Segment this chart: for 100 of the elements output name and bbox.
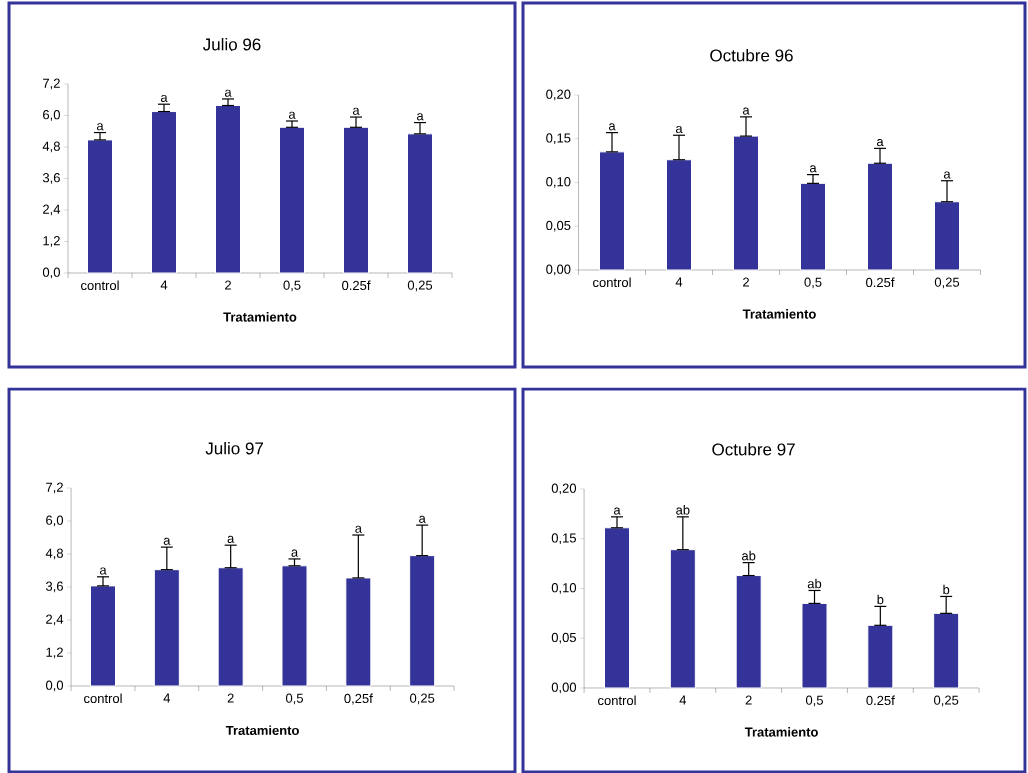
x-tick-label: 0,5 bbox=[805, 695, 823, 707]
x-tick-label: 2 bbox=[227, 693, 234, 703]
y-tick-label: 0,05 bbox=[546, 220, 571, 232]
chart-title: Octubre 97 bbox=[712, 442, 795, 456]
y-tick-label: 4,8 bbox=[45, 548, 63, 560]
bar bbox=[409, 555, 436, 687]
bar bbox=[281, 565, 308, 687]
y-tick-label: 2,4 bbox=[43, 204, 61, 216]
bar bbox=[217, 567, 244, 687]
annotation: a bbox=[742, 107, 750, 115]
x-tick-label: 4 bbox=[675, 277, 683, 287]
annotation: b bbox=[877, 594, 884, 605]
annotation: a bbox=[419, 515, 426, 523]
bar bbox=[151, 111, 178, 274]
x-axis-title: Tratamiento bbox=[225, 725, 299, 735]
y-tick-label: 7,2 bbox=[43, 78, 60, 90]
y-tick-label: 6,0 bbox=[46, 515, 64, 527]
bar bbox=[801, 602, 828, 689]
x-tick-label: 2 bbox=[225, 280, 231, 290]
x-tick-label: 0,5 bbox=[283, 280, 301, 292]
annotation: a bbox=[288, 111, 296, 119]
x-tick-label: 4 bbox=[160, 280, 168, 290]
y-tick-label: 0,0 bbox=[42, 267, 60, 279]
x-tick-label: control bbox=[593, 277, 631, 288]
y-tick-label: 1,2 bbox=[43, 236, 60, 247]
annotation: a bbox=[163, 537, 171, 545]
x-tick-label: 4 bbox=[679, 695, 687, 705]
annotation: a bbox=[608, 123, 616, 131]
y-tick-label: 0,00 bbox=[551, 682, 577, 694]
annotation: a bbox=[224, 89, 232, 97]
x-tick-label: 2 bbox=[743, 277, 749, 287]
x-tick-label: 0.25f bbox=[342, 280, 371, 291]
annotation: a bbox=[96, 123, 104, 131]
chart-title: Julio 97 bbox=[205, 441, 263, 455]
annotation: a bbox=[160, 94, 168, 102]
bar bbox=[669, 549, 696, 689]
x-tick-label: 0,25 bbox=[934, 277, 960, 289]
x-tick-label: 0.25f bbox=[866, 277, 895, 288]
annotation: a bbox=[416, 113, 424, 121]
bar bbox=[666, 159, 693, 271]
y-tick-label: 0,20 bbox=[551, 483, 577, 495]
y-tick-label: 1,2 bbox=[46, 647, 63, 659]
x-tick-label: 0,5 bbox=[804, 277, 822, 289]
bar bbox=[604, 527, 631, 689]
bar bbox=[215, 105, 242, 274]
bar bbox=[867, 624, 894, 689]
bar bbox=[153, 569, 180, 687]
annotation: ab bbox=[807, 578, 822, 589]
annotation: a bbox=[227, 535, 235, 543]
x-tick-label: 0,5 bbox=[285, 693, 303, 705]
x-axis-title: Tratamiento bbox=[742, 309, 816, 319]
bar bbox=[867, 162, 893, 271]
bar bbox=[735, 575, 762, 689]
annotation: a bbox=[876, 139, 884, 147]
annotation: a bbox=[675, 125, 683, 134]
y-tick-label: 0,10 bbox=[546, 177, 571, 188]
x-tick-label: 0,25f bbox=[344, 693, 373, 705]
annotation: a bbox=[613, 507, 621, 515]
annotation: a bbox=[809, 165, 817, 173]
bar bbox=[343, 126, 370, 274]
annotation: b bbox=[943, 584, 950, 595]
y-tick-label: 0,00 bbox=[546, 264, 571, 276]
bar bbox=[279, 126, 306, 274]
y-tick-label: 3,6 bbox=[45, 581, 63, 593]
x-tick-label: 0,25 bbox=[410, 693, 435, 705]
y-tick-label: 0,10 bbox=[551, 583, 577, 594]
y-tick-label: 0,20 bbox=[546, 89, 571, 101]
x-tick-label: control bbox=[81, 280, 119, 291]
chart-title: Octubre 96 bbox=[710, 48, 793, 62]
annotation: a bbox=[99, 567, 107, 575]
y-tick-label: 0,05 bbox=[551, 632, 577, 644]
bar bbox=[933, 612, 960, 689]
y-tick-label: 0,15 bbox=[551, 533, 577, 545]
bar bbox=[87, 139, 114, 274]
x-axis-title: Tratamiento bbox=[744, 727, 818, 737]
annotation: a bbox=[352, 107, 360, 115]
bar bbox=[733, 135, 759, 271]
annotation: a bbox=[291, 549, 299, 557]
annotation: a bbox=[943, 171, 951, 179]
y-tick-label: 6,0 bbox=[43, 110, 60, 121]
bar bbox=[90, 585, 117, 687]
x-tick-label: 0,25 bbox=[934, 695, 959, 707]
y-tick-label: 3,6 bbox=[42, 173, 60, 184]
annotation: ab bbox=[741, 550, 756, 561]
bar bbox=[345, 577, 372, 687]
bar bbox=[599, 151, 626, 271]
x-tick-label: 4 bbox=[163, 693, 171, 703]
x-tick-label: 0,25 bbox=[407, 280, 433, 292]
y-tick-label: 2,4 bbox=[46, 614, 64, 626]
x-axis-title: Tratamiento bbox=[223, 312, 297, 322]
bar bbox=[934, 201, 960, 271]
chart-title: Julio 96 bbox=[202, 37, 261, 51]
y-tick-label: 4,8 bbox=[42, 141, 60, 153]
y-tick-label: 0,15 bbox=[546, 133, 571, 145]
x-tick-label: control bbox=[598, 695, 636, 706]
x-tick-label: 2 bbox=[745, 695, 752, 705]
annotation: a bbox=[355, 525, 362, 533]
annotation: ab bbox=[676, 505, 690, 515]
y-tick-label: 0,0 bbox=[45, 680, 64, 692]
bar bbox=[800, 182, 826, 271]
